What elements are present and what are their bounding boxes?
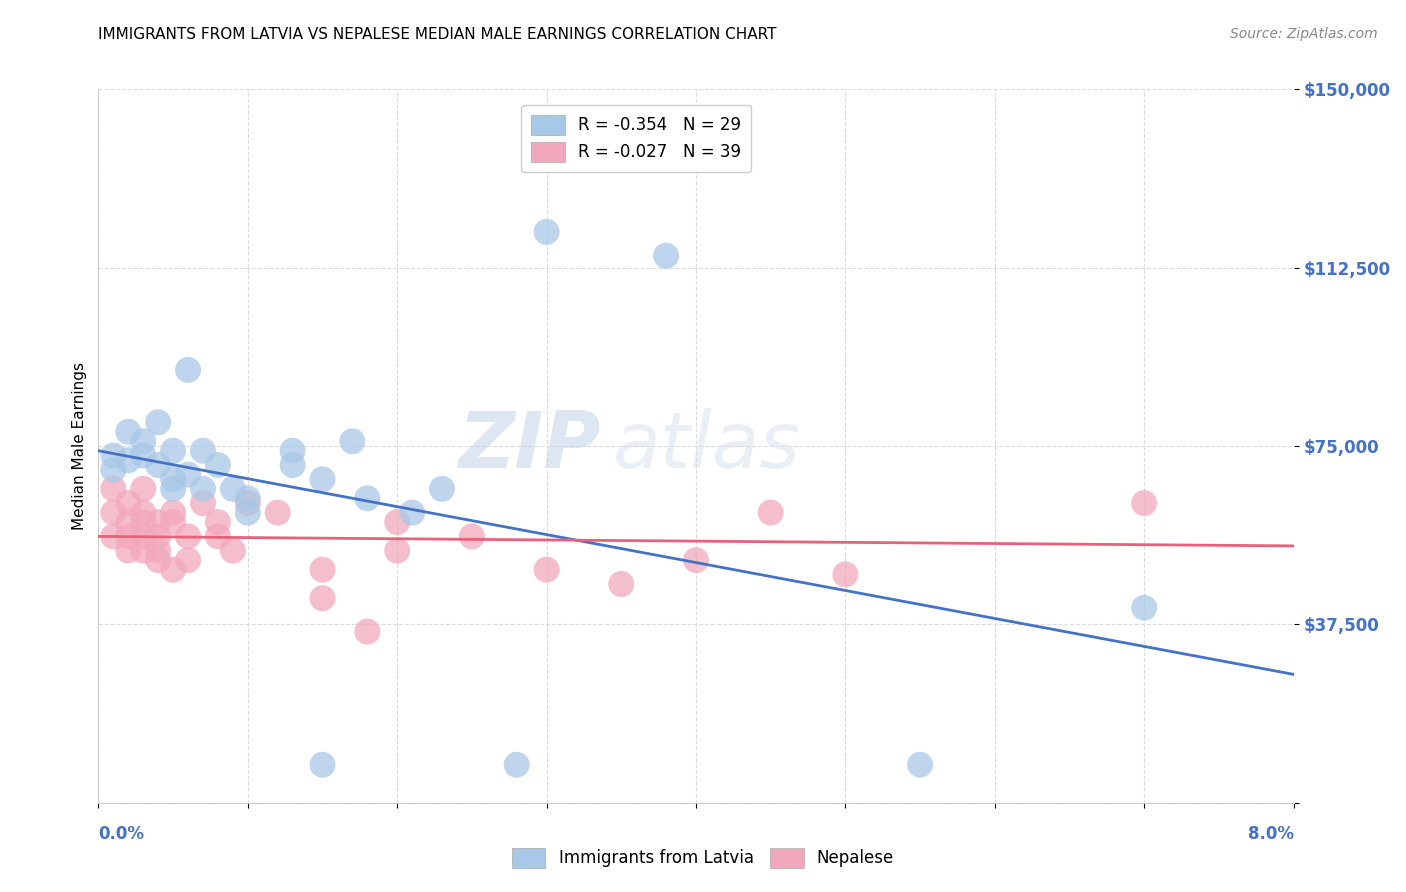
Point (132, 449, 155, 463)
Point (506, 757, 529, 772)
Point (148, 415, 170, 429)
Point (1133, 600, 1156, 615)
Point (177, 553, 200, 567)
Point (385, 543, 409, 558)
Point (222, 482, 245, 496)
Point (236, 496, 259, 510)
Point (207, 458, 229, 472)
Point (148, 529, 170, 543)
Text: ZIP: ZIP (458, 408, 600, 484)
Point (162, 563, 184, 577)
Point (117, 453, 139, 467)
Point (281, 458, 304, 472)
Point (103, 449, 125, 463)
Point (103, 529, 125, 543)
Point (759, 506, 782, 520)
Point (655, 249, 678, 263)
Point (191, 443, 214, 458)
Point (207, 529, 229, 543)
Point (162, 472, 184, 486)
Point (311, 472, 333, 486)
Point (117, 515, 139, 529)
Text: 0.0%: 0.0% (98, 825, 145, 843)
Point (685, 553, 707, 567)
Point (385, 515, 409, 529)
Point (461, 529, 484, 543)
Point (162, 482, 184, 496)
Point (117, 496, 139, 510)
Point (132, 506, 155, 520)
Point (311, 757, 333, 772)
Point (222, 543, 245, 558)
Point (834, 567, 856, 582)
Point (117, 529, 139, 543)
Point (148, 458, 170, 472)
Point (177, 363, 200, 377)
Y-axis label: Median Male Earnings: Median Male Earnings (72, 362, 87, 530)
Point (103, 482, 125, 496)
Point (177, 467, 200, 482)
Point (236, 491, 259, 506)
Point (117, 543, 139, 558)
Point (281, 443, 304, 458)
Point (207, 515, 229, 529)
Legend: R = -0.354   N = 29, R = -0.027   N = 39: R = -0.354 N = 29, R = -0.027 N = 39 (522, 104, 751, 172)
Point (162, 443, 184, 458)
Point (177, 529, 200, 543)
Point (132, 434, 155, 449)
Point (267, 506, 290, 520)
Point (342, 434, 364, 449)
Point (148, 553, 170, 567)
Point (908, 757, 931, 772)
Point (311, 591, 333, 606)
Text: IMMIGRANTS FROM LATVIA VS NEPALESE MEDIAN MALE EARNINGS CORRELATION CHART: IMMIGRANTS FROM LATVIA VS NEPALESE MEDIA… (98, 27, 778, 42)
Text: Source: ZipAtlas.com: Source: ZipAtlas.com (1230, 27, 1378, 41)
Point (162, 515, 184, 529)
Point (132, 529, 155, 543)
Point (191, 496, 214, 510)
Point (356, 624, 378, 639)
Point (103, 463, 125, 477)
Point (311, 563, 333, 577)
Point (191, 482, 214, 496)
Point (610, 577, 633, 591)
Point (148, 515, 170, 529)
Point (103, 506, 125, 520)
Point (117, 425, 139, 439)
Point (356, 491, 378, 506)
Point (536, 225, 558, 239)
Point (162, 506, 184, 520)
Text: 8.0%: 8.0% (1247, 825, 1294, 843)
Point (536, 563, 558, 577)
Point (236, 506, 259, 520)
Point (1133, 496, 1156, 510)
Point (401, 506, 423, 520)
Point (132, 482, 155, 496)
Point (430, 482, 453, 496)
Point (148, 543, 170, 558)
Text: atlas: atlas (612, 408, 800, 484)
Legend: Immigrants from Latvia, Nepalese: Immigrants from Latvia, Nepalese (505, 841, 901, 875)
Point (132, 543, 155, 558)
Point (132, 515, 155, 529)
